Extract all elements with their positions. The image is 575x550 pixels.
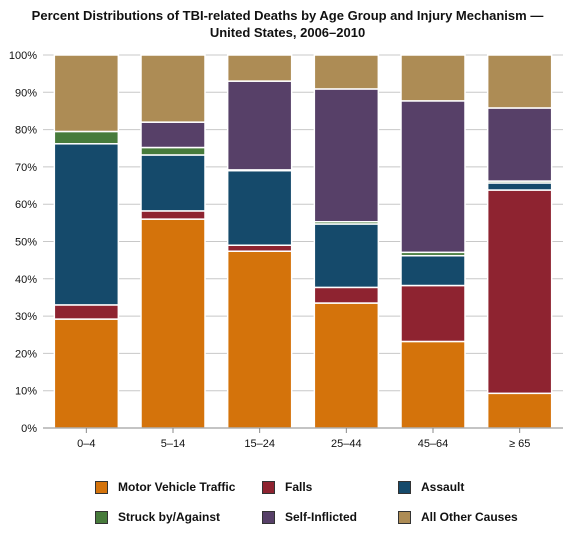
bar-segment bbox=[400, 100, 466, 254]
bar-segment bbox=[226, 169, 293, 246]
x-tick-label: 5–14 bbox=[161, 438, 185, 450]
y-tick-label: 20% bbox=[15, 348, 37, 360]
legend-label: Falls bbox=[285, 480, 313, 494]
legend-item: Assault bbox=[398, 480, 464, 494]
x-tick-label: ≥ 65 bbox=[509, 438, 530, 450]
bar-segment bbox=[486, 392, 553, 429]
x-axis-tick-labels: 0–4 5–14 15–24 25–44 45–64 ≥ 65 bbox=[77, 428, 530, 450]
bar-segment bbox=[400, 254, 466, 287]
x-tick-label: 25–44 bbox=[331, 438, 362, 450]
bar-segment bbox=[140, 146, 206, 156]
bar-segment bbox=[53, 54, 120, 133]
legend-item: Self-Inflicted bbox=[262, 510, 357, 524]
legend-label: Struck by/Against bbox=[118, 510, 221, 524]
bar-segment bbox=[53, 130, 120, 145]
legend-swatch bbox=[262, 510, 275, 524]
bar-segment bbox=[313, 88, 380, 223]
bar-segment bbox=[486, 54, 553, 109]
legend: Motor Vehicle Traffic Falls Assault Struck … bbox=[0, 478, 575, 538]
bar-stack bbox=[313, 54, 380, 429]
chart-title: Percent Distributions of TBI-related Dea… bbox=[31, 8, 544, 23]
legend-label: All Other Causes bbox=[421, 510, 518, 524]
bar-segment bbox=[140, 218, 206, 429]
x-tick-label: 0–4 bbox=[77, 438, 95, 450]
y-tick-label: 70% bbox=[15, 162, 37, 174]
x-tick-label: 45–64 bbox=[418, 438, 449, 450]
bar-segment bbox=[140, 154, 206, 212]
legend-label: Assault bbox=[421, 480, 465, 494]
bar-segment bbox=[53, 318, 120, 429]
legend-label: Self-Inflicted bbox=[285, 510, 358, 524]
y-tick-label: 80% bbox=[15, 125, 37, 137]
bar-segment bbox=[486, 189, 553, 395]
bar-segment bbox=[140, 54, 206, 123]
bar-segment bbox=[226, 244, 293, 252]
y-tick-label: 30% bbox=[15, 311, 37, 323]
legend-item: Struck by/Against bbox=[95, 510, 220, 524]
legend-swatch bbox=[262, 480, 275, 494]
bar-stack bbox=[486, 54, 553, 429]
bar-stack bbox=[400, 54, 466, 429]
bar-segment bbox=[486, 182, 553, 191]
y-tick-label: 60% bbox=[15, 199, 37, 211]
legend-swatch bbox=[398, 510, 411, 524]
bar-stack bbox=[140, 54, 206, 429]
bar-segment bbox=[53, 143, 120, 306]
chart-subtitle: United States, 2006–2010 bbox=[209, 25, 366, 40]
bar-stack bbox=[53, 54, 120, 429]
legend-swatch bbox=[398, 480, 411, 494]
y-tick-label: 10% bbox=[15, 386, 37, 398]
bar-segment bbox=[400, 54, 466, 102]
bar-segment bbox=[226, 54, 293, 82]
bar-segment bbox=[400, 284, 466, 343]
bar-segment bbox=[313, 286, 380, 304]
bar-segment bbox=[140, 210, 206, 220]
y-axis-tick-labels: 0% 10% 20% 30% 40% 50% 60% 70% 80% 90% 100% bbox=[9, 50, 37, 435]
y-tick-label: 40% bbox=[15, 274, 37, 286]
bar-segment bbox=[140, 121, 206, 149]
gridlines bbox=[43, 54, 563, 429]
legend-item: Falls bbox=[262, 480, 312, 494]
bar-stack bbox=[226, 54, 293, 429]
bar-segment bbox=[486, 107, 553, 182]
legend-swatch bbox=[95, 510, 108, 524]
legend-item: Motor Vehicle Traffic bbox=[95, 480, 235, 494]
legend-label: Motor Vehicle Traffic bbox=[118, 480, 236, 494]
bar-segment bbox=[53, 304, 120, 320]
y-tick-label: 50% bbox=[15, 237, 37, 249]
bar-segment bbox=[313, 302, 380, 429]
y-tick-label: 0% bbox=[21, 423, 37, 435]
bar-stacks bbox=[53, 54, 553, 429]
bar-segment bbox=[313, 223, 380, 289]
legend-item: All Other Causes bbox=[398, 510, 518, 524]
bar-segment bbox=[226, 80, 293, 171]
bar-segment bbox=[226, 250, 293, 429]
y-tick-label: 90% bbox=[15, 87, 37, 99]
legend-swatch bbox=[95, 480, 108, 494]
bar-segment bbox=[400, 340, 466, 429]
bar-segment bbox=[313, 54, 380, 90]
x-tick-label: 15–24 bbox=[244, 438, 275, 450]
y-tick-label: 100% bbox=[9, 50, 37, 62]
